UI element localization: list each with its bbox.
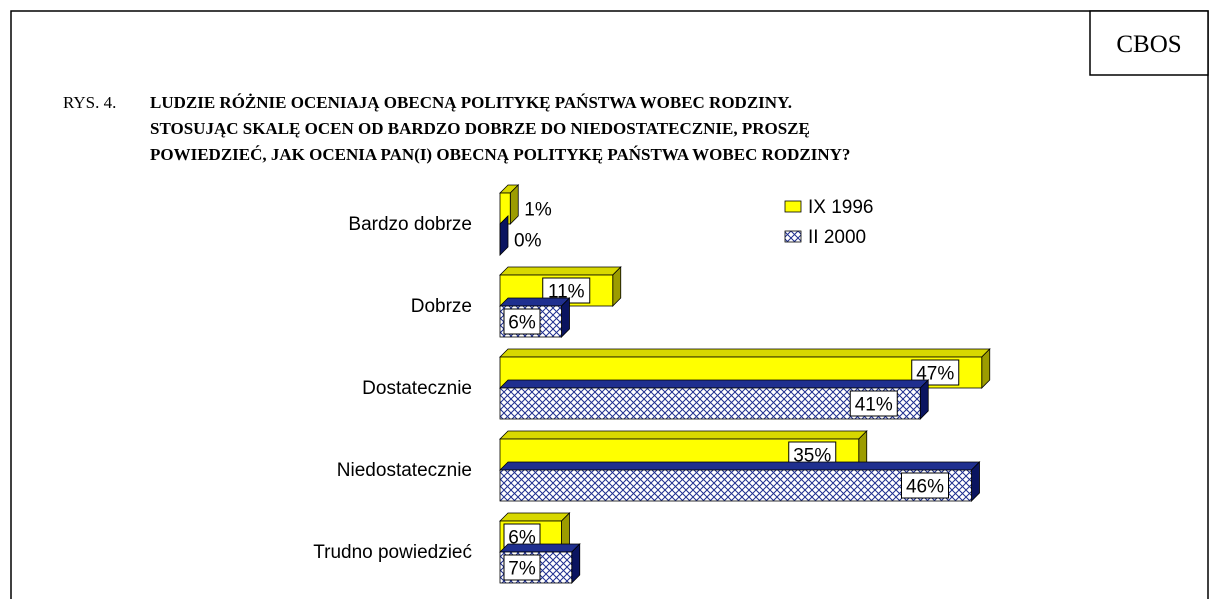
legend-label: II 2000 <box>808 227 866 248</box>
bar-top <box>499 512 571 522</box>
bar-top <box>499 430 868 440</box>
value-label-box <box>503 308 541 335</box>
value-label-box <box>901 472 949 499</box>
category-label: Dostatecznie <box>362 378 472 399</box>
category-label: Trudno powiedzieć <box>313 542 472 563</box>
legend-swatch <box>784 200 802 213</box>
value-label-box <box>503 554 541 581</box>
chart-title: LUDZIE RÓŻNIE OCENIAJĄ OBECNĄ POLITYKĘ P… <box>150 93 792 112</box>
value-label: 46% <box>906 477 944 498</box>
frame <box>10 10 1209 599</box>
value-label: 35% <box>793 446 831 467</box>
legend-label: IX 1996 <box>808 197 874 218</box>
category-label: Dobrze <box>411 296 472 317</box>
category-label: Niedostatecznie <box>337 460 472 481</box>
value-label: 47% <box>916 364 954 385</box>
source: CBOS <box>1116 31 1181 58</box>
chart-title: STOSUJĄC SKALĘ OCEN OD BARDZO DOBRZE DO … <box>150 119 810 138</box>
bar-top <box>499 348 991 358</box>
value-label: 6% <box>508 528 536 549</box>
category-label: Bardzo dobrze <box>348 214 472 235</box>
value-label: 6% <box>508 313 536 334</box>
bar <box>499 469 972 502</box>
value-label: 7% <box>508 559 536 580</box>
value-label: 0% <box>514 231 542 252</box>
bar-top <box>499 379 930 389</box>
bar-top <box>499 461 981 471</box>
bar-top <box>499 266 622 276</box>
chart-title: POWIEDZIEĆ, JAK OCENIA PAN(I) OBECNĄ POL… <box>150 145 850 164</box>
bar-top <box>499 543 581 553</box>
value-label: 41% <box>855 395 893 416</box>
value-label: 11% <box>548 282 585 303</box>
value-label-box <box>849 390 898 417</box>
value-label: 1% <box>524 200 552 221</box>
legend-swatch <box>784 230 802 243</box>
bar-top <box>499 297 571 307</box>
figure-label: RYS. 4. <box>63 93 116 112</box>
source-box <box>1089 10 1209 76</box>
